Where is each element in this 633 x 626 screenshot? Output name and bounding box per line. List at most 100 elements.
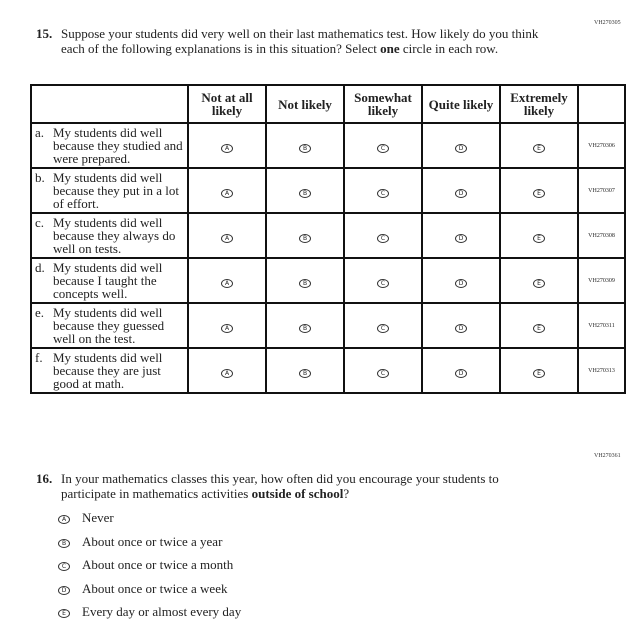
response-cell[interactable]: D: [421, 122, 501, 169]
column-header: Not likely: [265, 84, 345, 124]
response-bubble[interactable]: A: [221, 143, 233, 153]
response-cell[interactable]: B: [265, 347, 345, 394]
response-bubble[interactable]: E: [533, 323, 545, 333]
response-bubble[interactable]: E: [533, 143, 545, 153]
answer-bubble[interactable]: D: [58, 585, 70, 595]
response-cell[interactable]: B: [265, 122, 345, 169]
response-cell[interactable]: C: [343, 347, 423, 394]
response-cell[interactable]: D: [421, 167, 501, 214]
answer-option[interactable]: B About once or twice a year: [58, 534, 222, 550]
response-bubble[interactable]: C: [377, 188, 389, 198]
answer-option[interactable]: D About once or twice a week: [58, 581, 227, 597]
row-label: e. My students did well because they gues…: [30, 302, 189, 349]
response-cell[interactable]: A: [187, 212, 267, 259]
q15-text-end: circle in each row.: [399, 41, 499, 56]
row-text: My students did well because they studie…: [53, 125, 183, 166]
response-bubble[interactable]: C: [377, 278, 389, 288]
response-cell[interactable]: C: [343, 167, 423, 214]
response-cell[interactable]: A: [187, 122, 267, 169]
response-cell[interactable]: A: [187, 347, 267, 394]
response-cell[interactable]: D: [421, 302, 501, 349]
response-bubble[interactable]: D: [455, 188, 467, 198]
response-bubble[interactable]: A: [221, 278, 233, 288]
q15-code: VH270305: [594, 20, 621, 26]
table-row: a. My students did well because they stud…: [30, 122, 626, 169]
response-cell[interactable]: A: [187, 257, 267, 304]
response-cell[interactable]: D: [421, 257, 501, 304]
response-bubble[interactable]: D: [455, 143, 467, 153]
response-bubble[interactable]: B: [299, 143, 311, 153]
response-bubble[interactable]: E: [533, 188, 545, 198]
response-bubble[interactable]: B: [299, 323, 311, 333]
q15-text: Suppose your students did very well on t…: [61, 26, 539, 56]
response-cell[interactable]: A: [187, 167, 267, 214]
q16-question: 16. In your mathematics classes this yea…: [36, 471, 556, 501]
response-bubble[interactable]: A: [221, 323, 233, 333]
table-row: c. My students did well because they alwa…: [30, 212, 626, 259]
response-bubble[interactable]: B: [299, 278, 311, 288]
row-code: VH270308: [577, 212, 626, 259]
table-row: b. My students did well because they put …: [30, 167, 626, 214]
row-label: f. My students did well because they are …: [30, 347, 189, 394]
row-text: My students did well because they are ju…: [53, 350, 163, 391]
answer-label: About once or twice a year: [82, 533, 223, 549]
response-cell[interactable]: E: [499, 122, 579, 169]
response-cell[interactable]: B: [265, 167, 345, 214]
response-cell[interactable]: E: [499, 302, 579, 349]
table-row: f. My students did well because they are …: [30, 347, 626, 394]
answer-option[interactable]: C About once or twice a month: [58, 557, 233, 573]
q16-text-end: ?: [343, 486, 350, 501]
answer-bubble[interactable]: A: [58, 515, 70, 524]
row-code: VH270306: [577, 122, 626, 169]
answer-option[interactable]: E Every day or almost every day: [58, 604, 241, 620]
response-bubble[interactable]: C: [377, 233, 389, 243]
response-cell[interactable]: B: [265, 212, 345, 259]
response-bubble[interactable]: C: [377, 323, 389, 333]
response-bubble[interactable]: C: [377, 368, 389, 378]
answer-option[interactable]: A Never: [58, 510, 114, 526]
response-cell[interactable]: B: [265, 302, 345, 349]
response-bubble[interactable]: C: [377, 143, 389, 153]
response-bubble[interactable]: B: [299, 233, 311, 243]
response-bubble[interactable]: A: [221, 188, 233, 198]
response-bubble[interactable]: E: [533, 368, 545, 378]
row-label: d. My students did well because I taught …: [30, 257, 189, 304]
response-cell[interactable]: E: [499, 347, 579, 394]
response-bubble[interactable]: B: [299, 188, 311, 198]
row-code: VH270307: [577, 167, 626, 214]
response-bubble[interactable]: B: [299, 368, 311, 378]
answer-bubble[interactable]: E: [58, 609, 70, 618]
column-header: Not at all likely: [187, 84, 267, 124]
response-cell[interactable]: C: [343, 257, 423, 304]
row-text: My students did well because they put in…: [53, 170, 179, 211]
q16-number: 16.: [36, 471, 53, 486]
response-bubble[interactable]: D: [455, 278, 467, 288]
response-bubble[interactable]: A: [221, 368, 233, 378]
response-bubble[interactable]: D: [455, 323, 467, 333]
response-bubble[interactable]: D: [455, 368, 467, 378]
response-cell[interactable]: E: [499, 167, 579, 214]
response-bubble[interactable]: E: [533, 278, 545, 288]
response-cell[interactable]: A: [187, 302, 267, 349]
response-bubble[interactable]: E: [533, 233, 545, 243]
row-label: c. My students did well because they alwa…: [30, 212, 189, 259]
response-cell[interactable]: D: [421, 212, 501, 259]
likert-table: Not at all likely Not likely Somewhat like…: [30, 84, 626, 394]
response-bubble[interactable]: D: [455, 233, 467, 243]
row-label: a. My students did well because they stud…: [30, 122, 189, 169]
response-cell[interactable]: E: [499, 212, 579, 259]
q16-text: In your mathematics classes this year, h…: [61, 471, 499, 501]
row-letter: c.: [35, 215, 45, 230]
response-cell[interactable]: C: [343, 212, 423, 259]
response-cell[interactable]: E: [499, 257, 579, 304]
answer-bubble[interactable]: B: [58, 538, 70, 548]
response-cell[interactable]: C: [343, 122, 423, 169]
response-cell[interactable]: B: [265, 257, 345, 304]
response-bubble[interactable]: A: [221, 233, 233, 243]
response-cell[interactable]: D: [421, 347, 501, 394]
answer-label: About once or twice a month: [82, 557, 234, 572]
answer-bubble[interactable]: C: [58, 562, 70, 571]
column-header: Quite likely: [421, 84, 501, 124]
response-cell[interactable]: C: [343, 302, 423, 349]
